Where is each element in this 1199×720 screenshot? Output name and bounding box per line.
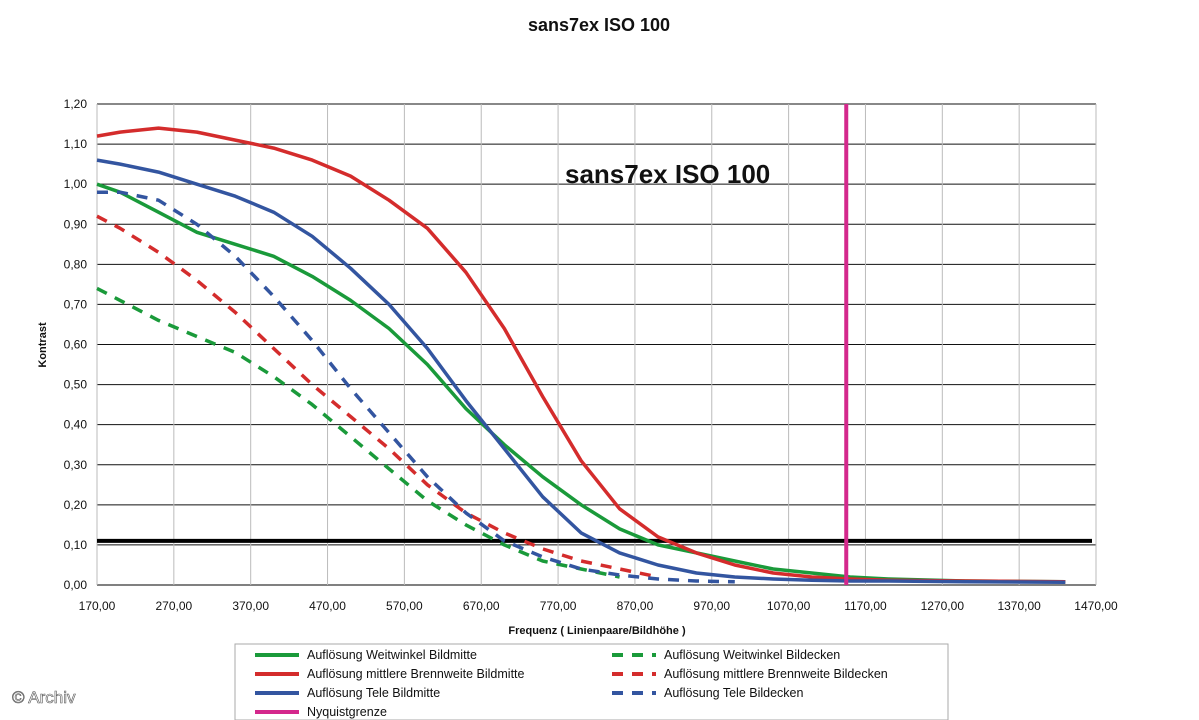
x-tick-label: 170,00 xyxy=(79,599,116,613)
x-axis-label: Frequenz ( Linienpaare/Bildhöhe ) xyxy=(508,625,686,637)
y-tick-label: 1,20 xyxy=(64,97,88,111)
x-tick-label: 470,00 xyxy=(309,599,346,613)
x-tick-label: 1170,00 xyxy=(844,599,887,613)
series-line-5 xyxy=(96,214,659,579)
x-tick-label: 1070,00 xyxy=(767,599,811,613)
x-tick-labels: 170,00 270,00 370,00 470,00 570,00 670,00 770,… xyxy=(79,599,1118,613)
y-tick-label: 1,10 xyxy=(64,137,88,151)
y-tick-labels: 0,00 0,10 0,20 0,30 0,40 0,50 0,60 0,70 0,80 0,90… xyxy=(64,97,88,592)
y-tick-label: 0,50 xyxy=(64,378,88,392)
x-tick-label: 870,00 xyxy=(617,599,654,613)
legend-label-4: Auflösung Weitwinkel Bildecken xyxy=(664,648,840,662)
x-tick-label: 970,00 xyxy=(693,599,730,613)
legend-label-7: Nyquistgrenze xyxy=(307,705,387,719)
legend-label-2: Auflösung mittlere Brennweite Bildmitte xyxy=(307,667,525,681)
y-tick-label: 0,10 xyxy=(64,538,88,552)
x-tick-label: 1370,00 xyxy=(997,599,1041,613)
chart-title: sans7ex ISO 100 xyxy=(528,15,670,35)
y-tick-label: 0,30 xyxy=(64,458,88,472)
x-tick-label: 370,00 xyxy=(232,599,269,613)
series-line-6 xyxy=(97,190,735,584)
watermark: © Archiv xyxy=(12,688,76,707)
y-tick-label: 0,60 xyxy=(64,338,88,352)
x-tick-label: 570,00 xyxy=(386,599,423,613)
y-tick-label: 0,70 xyxy=(64,297,88,311)
series-lines xyxy=(96,126,1066,584)
y-axis-label: Kontrast xyxy=(37,322,49,368)
y-tick-label: 0,40 xyxy=(64,418,88,432)
y-tick-label: 1,00 xyxy=(64,177,88,191)
y-tick-label: 0,00 xyxy=(64,578,88,592)
legend-box xyxy=(234,643,949,720)
legend: Auflösung Weitwinkel Bildmitte Auflösung … xyxy=(255,648,888,719)
x-tick-label: 670,00 xyxy=(463,599,500,613)
legend-label-3: Auflösung Tele Bildmitte xyxy=(307,686,440,700)
x-tick-label: 270,00 xyxy=(155,599,192,613)
x-tick-label: 1270,00 xyxy=(921,599,965,613)
y-tick-label: 0,90 xyxy=(64,217,88,231)
legend-label-5: Auflösung mittlere Brennweite Bildecken xyxy=(664,667,888,681)
legend-label-1: Auflösung Weitwinkel Bildmitte xyxy=(307,648,477,662)
legend-label-6: Auflösung Tele Bildecken xyxy=(664,686,803,700)
chart-annotation: sans7ex ISO 100 xyxy=(565,159,770,189)
series-line-4 xyxy=(96,286,620,579)
x-tick-label: 770,00 xyxy=(540,599,577,613)
series-line-2 xyxy=(96,126,1066,584)
series-line-3 xyxy=(96,158,1066,584)
y-tick-label: 0,20 xyxy=(64,498,88,512)
x-tick-label: 1470,00 xyxy=(1074,599,1118,613)
y-tick-label: 0,80 xyxy=(64,257,88,271)
series-line-1 xyxy=(96,182,1066,584)
